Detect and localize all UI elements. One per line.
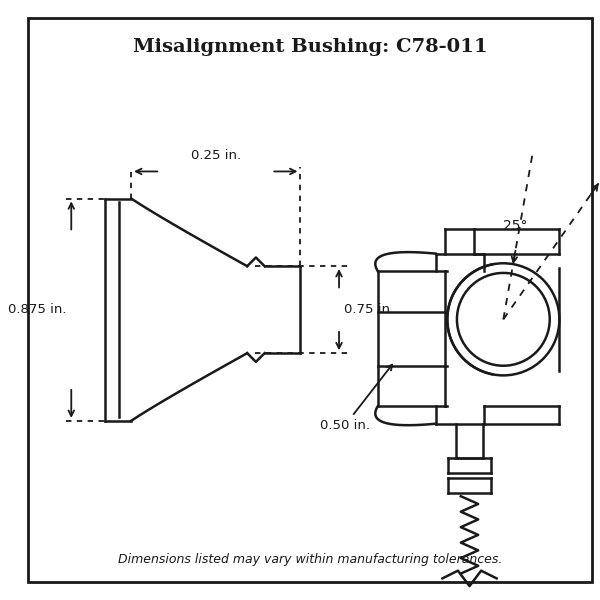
Text: 0.875 in.: 0.875 in. bbox=[8, 303, 67, 316]
Text: 25°: 25° bbox=[503, 219, 527, 233]
Text: 0.25 in.: 0.25 in. bbox=[191, 149, 241, 162]
Text: 0.75 in.: 0.75 in. bbox=[344, 303, 394, 316]
Text: Dimensions listed may vary within manufacturing tolerances.: Dimensions listed may vary within manufa… bbox=[118, 553, 502, 566]
Text: Misalignment Bushing: C78-011: Misalignment Bushing: C78-011 bbox=[133, 38, 487, 56]
Text: 0.50 in.: 0.50 in. bbox=[320, 365, 392, 432]
